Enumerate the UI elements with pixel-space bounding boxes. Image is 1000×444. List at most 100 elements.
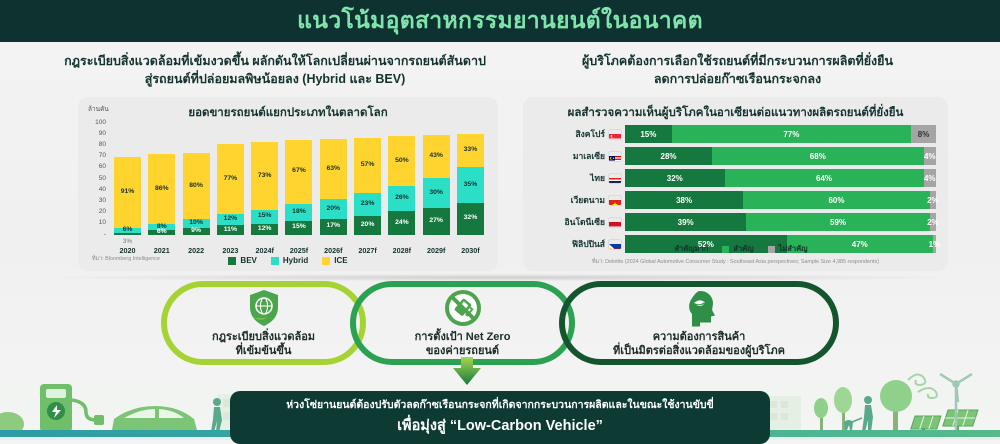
x-tick-label: 2021	[153, 246, 170, 255]
left-chart-legend: BEV Hybrid ICE	[78, 256, 498, 265]
fold-shadow	[55, 274, 945, 281]
segment-hybrid-2027f: 23%	[354, 193, 382, 216]
country-label: ฟิลิปปินส์	[571, 239, 605, 249]
segment-hybrid-2020: 6%	[114, 226, 141, 233]
y-tick-label: 60	[98, 163, 106, 171]
driver-pill-3: ความต้องการสินค้า ที่เป็นมิตรต่อสิ่งแวดล้…	[559, 281, 839, 365]
segment-bev-2026f: 17%	[319, 218, 347, 235]
survey-segment-เวียดนาม-3: 2%	[927, 191, 939, 209]
x-tick-label: 2020	[119, 246, 136, 255]
y-tick-label: 90	[98, 129, 106, 137]
segment-ice-2027f: 57%	[354, 137, 382, 194]
survey-bar-track: 15% 77% 8%	[625, 125, 936, 143]
legend-item: สำคัญมาก	[663, 243, 708, 255]
pedestrian	[211, 398, 222, 432]
segment-bev-2025f: 15%	[285, 220, 313, 235]
survey-row-สิงคโปร์: สิงคโปร์ 15% 77% 8%	[533, 125, 936, 143]
left-subtitle-line2: สู่รถยนต์ที่ปล่อยมลพิษน้อยลง (Hybrid และ…	[144, 72, 406, 87]
driver-pill-label: ความต้องการสินค้า ที่เป็นมิตรต่อสิ่งแวดล้…	[612, 330, 785, 357]
right-subtitle-line1: ผู้บริโภคต้องการเลือกใช้รถยนต์ที่มีกระบว…	[581, 54, 894, 68]
survey-segment-สิงคโปร์-3: 8%	[911, 125, 936, 143]
segment-bev-2030f: 32%	[456, 202, 484, 235]
segment-hybrid-2022: 10%	[182, 219, 210, 228]
bar-2025f: 15% 18% 67% 2025f	[285, 123, 313, 255]
y-tick-label: 30	[98, 196, 106, 204]
y-axis-ticks: 100 90 80 70 60 50 40 30 20 10 -	[88, 119, 110, 237]
survey-row-ไทย: ไทย 32% 64% 4%	[533, 169, 936, 187]
survey-segment-ไทย-1: 32%	[625, 169, 725, 187]
segment-bev-2029f: 27%	[422, 208, 450, 235]
ev-charger-icon	[40, 384, 104, 432]
x-tick-label: 2028f	[392, 246, 412, 255]
bar-2029f: 27% 30% 43% 2029f	[422, 123, 450, 255]
survey-bar-track: 28% 68% 4%	[625, 147, 936, 165]
segment-hybrid-2030f: 35%	[456, 167, 484, 203]
bar-2026f: 17% 20% 63% 2026f	[319, 123, 347, 255]
flag-id-icon	[609, 218, 621, 227]
flag-ph-icon	[609, 240, 621, 249]
small-tree-2	[834, 387, 852, 432]
survey-segment-สิงคโปร์-2: 77%	[671, 125, 912, 143]
survey-segment-มาเลเซีย-3: 4%	[923, 147, 936, 165]
country-label: ไทย	[590, 173, 605, 183]
big-tree	[880, 380, 912, 432]
solar-panels	[910, 409, 979, 433]
segment-bev-2020	[114, 232, 141, 235]
segment-bev-2023: 11%	[216, 225, 244, 235]
wind-turbine	[939, 372, 973, 430]
survey-chart-panel: ผลสำรวจความเห็นผู้บริโภคในอาเซียนต่อแนวท…	[523, 97, 948, 271]
right-section-subtitle: ผู้บริโภคต้องการเลือกใช้รถยนต์ที่มีกระบว…	[525, 52, 950, 88]
page-title: แนวโน้มอุตสาหกรรมยานยนต์ในอนาคต	[297, 7, 703, 33]
segment-ice-2025f: 67%	[285, 139, 313, 204]
y-tick-label: 10	[98, 219, 106, 227]
segment-hybrid-2028f: 26%	[388, 185, 416, 212]
survey-segment-เวียดนาม-1: 38%	[625, 191, 744, 209]
small-tree-1	[814, 398, 828, 432]
survey-row-อินโดนีเซีย: อินโดนีเซีย 39% 59% 2%	[533, 213, 939, 231]
survey-segment-อินโดนีเซีย-3: 2%	[927, 213, 939, 231]
no-fuel-icon	[443, 288, 483, 328]
y-tick-label: 70	[98, 152, 106, 160]
segment-ice-2021: 86%	[148, 154, 176, 224]
driver-pill-label: กฎระเบียบสิ่งแวดล้อม ที่เข้มข้นขึ้น	[211, 330, 316, 357]
survey-row-มาเลเซีย: มาเลเซีย 28% 68% 4%	[533, 147, 936, 165]
bar-2022: 9% 10% 80% 2022	[182, 123, 210, 255]
driver-pill-2: การตั้งเป้า Net Zero ของค่ายรถยนต์	[350, 281, 575, 365]
country-label: อินโดนีเซีย	[564, 217, 605, 227]
global-sales-chart-panel: ล้านคัน ยอดขายรถยนต์แยกประเภทในตลาดโลก 1…	[78, 97, 498, 271]
eco-head-icon	[679, 288, 719, 328]
driver-pills-row: กฎระเบียบสิ่งแวดล้อม ที่เข้มข้นขึ้น การตั้…	[0, 281, 1000, 365]
segment-ice-2029f: 43%	[422, 135, 450, 179]
left-subtitle-line1: กฎระเบียบสิ่งแวดล้อมที่เข้มงวดขึ้น ผลักด…	[64, 54, 486, 68]
survey-segment-ฟิลิปปินส์-3: 1%	[929, 235, 940, 253]
banner-line1: ห่วงโซ่ยานยนต์ต้องปรับตัวลดก๊าซเรือนกระจ…	[286, 399, 714, 411]
wind-swirl-icon	[907, 373, 938, 400]
country-label: สิงคโปร์	[575, 129, 605, 139]
survey-bars: สิงคโปร์ 15% 77% 8% มาเลเซีย 28% 68% 4% ไทย 32% 64…	[533, 125, 940, 253]
x-tick-label: 2024f	[255, 246, 274, 255]
driver-pill-1: กฎระเบียบสิ่งแวดล้อม ที่เข้มข้นขึ้น	[161, 281, 366, 365]
segment-bev-2024f: 12%	[251, 223, 279, 235]
legend-item-ice: ICE	[322, 256, 348, 265]
flag-th-icon	[609, 174, 621, 183]
bar-2027f: 20% 23% 57% 2027f	[354, 123, 382, 255]
segment-bev-2022: 9%	[182, 227, 210, 235]
flag-vn-icon	[609, 196, 621, 205]
x-tick-label: 2022	[188, 246, 205, 255]
segment-ice-2026f: 63%	[319, 138, 347, 200]
segment-bev-2027f: 20%	[354, 215, 382, 235]
car-silhouette	[112, 406, 197, 430]
legend-item-bev: BEV	[228, 256, 257, 265]
x-tick-label: 2026f	[324, 246, 343, 255]
segment-ice-2030f: 33%	[456, 134, 484, 168]
survey-segment-เวียดนาม-2: 60%	[743, 191, 930, 209]
bev-label-below: 3%	[122, 238, 133, 245]
country-label: มาเลเซีย	[572, 151, 605, 161]
x-tick-label: 2025f	[289, 246, 309, 255]
country-label: เวียดนาม	[570, 195, 605, 205]
survey-row-ฟิลิปปินส์: ฟิลิปปินส์ 52% 47% 1%	[533, 235, 940, 253]
flag-my-icon	[609, 152, 621, 161]
bar-2024f: 12% 15% 73% 2024f	[251, 123, 279, 255]
bar-2023: 11% 12% 77% 2023	[216, 123, 244, 255]
